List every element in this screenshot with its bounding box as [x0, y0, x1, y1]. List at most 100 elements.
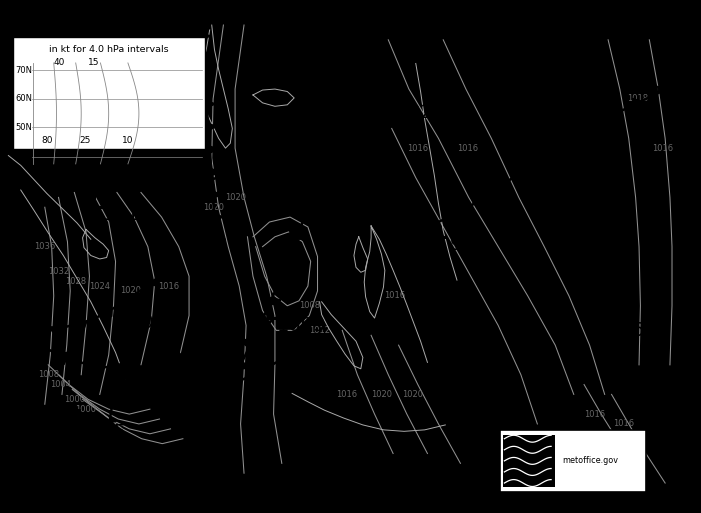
Polygon shape	[290, 231, 308, 239]
Polygon shape	[227, 372, 236, 379]
Text: 995: 995	[90, 423, 128, 442]
Polygon shape	[329, 75, 346, 83]
Polygon shape	[214, 214, 224, 221]
Polygon shape	[308, 165, 326, 172]
Polygon shape	[632, 98, 641, 105]
Polygon shape	[210, 146, 219, 153]
Text: 1028: 1028	[65, 277, 86, 286]
Polygon shape	[253, 367, 265, 377]
Text: 1008: 1008	[38, 370, 59, 379]
Text: 1020: 1020	[203, 203, 224, 212]
Text: 1020: 1020	[371, 390, 392, 399]
Polygon shape	[393, 218, 402, 224]
Polygon shape	[146, 379, 155, 389]
Polygon shape	[472, 198, 480, 204]
Text: 40N: 40N	[15, 152, 32, 161]
Bar	[503, 435, 555, 487]
Polygon shape	[78, 322, 87, 328]
Polygon shape	[224, 304, 233, 311]
Polygon shape	[20, 324, 29, 330]
Polygon shape	[201, 383, 212, 393]
Polygon shape	[181, 162, 189, 168]
Polygon shape	[211, 169, 220, 175]
Polygon shape	[222, 382, 239, 390]
Text: 1024: 1024	[89, 282, 110, 290]
Polygon shape	[151, 180, 161, 191]
Polygon shape	[303, 187, 320, 195]
Polygon shape	[494, 183, 503, 189]
Text: 1027: 1027	[397, 103, 446, 122]
Text: 1004: 1004	[50, 380, 71, 389]
Polygon shape	[345, 31, 362, 40]
Text: 998: 998	[450, 234, 487, 254]
Text: 1016: 1016	[385, 291, 406, 301]
Text: 1018: 1018	[627, 94, 648, 104]
Text: H: H	[117, 299, 137, 323]
Polygon shape	[149, 280, 158, 286]
Polygon shape	[198, 145, 207, 151]
Polygon shape	[212, 191, 222, 198]
Polygon shape	[322, 181, 331, 187]
Polygon shape	[132, 172, 140, 179]
Text: 1016: 1016	[407, 144, 428, 153]
Text: in kt for 4.0 hPa intervals: in kt for 4.0 hPa intervals	[49, 45, 168, 54]
Text: L: L	[432, 220, 448, 244]
Polygon shape	[202, 175, 215, 186]
Polygon shape	[155, 171, 163, 176]
Polygon shape	[243, 339, 261, 347]
Text: 1016: 1016	[584, 409, 605, 419]
Polygon shape	[173, 384, 181, 395]
Text: 1020: 1020	[402, 390, 423, 399]
Text: metoffice.gov: metoffice.gov	[562, 457, 618, 465]
Text: L: L	[88, 190, 104, 214]
Bar	[13, 37, 205, 149]
Text: 40: 40	[53, 58, 65, 67]
Text: 1016: 1016	[596, 321, 645, 340]
Polygon shape	[205, 78, 214, 85]
Polygon shape	[367, 209, 374, 216]
Text: 1012: 1012	[309, 326, 330, 335]
Text: 1025: 1025	[130, 313, 179, 332]
Text: 1036: 1036	[34, 242, 55, 251]
Polygon shape	[206, 101, 215, 108]
Text: L: L	[74, 408, 89, 432]
Polygon shape	[58, 352, 69, 364]
Polygon shape	[560, 138, 569, 145]
Text: 1000: 1000	[64, 395, 85, 404]
Polygon shape	[422, 219, 430, 225]
Polygon shape	[336, 53, 354, 61]
Polygon shape	[273, 275, 290, 283]
Text: 1016: 1016	[336, 390, 358, 399]
Text: H: H	[584, 306, 605, 330]
Text: 1018: 1018	[120, 144, 169, 163]
Polygon shape	[343, 195, 352, 202]
Text: 70N: 70N	[15, 66, 32, 75]
Polygon shape	[201, 33, 210, 40]
Polygon shape	[254, 318, 271, 326]
Polygon shape	[208, 123, 217, 130]
Polygon shape	[104, 459, 111, 464]
Polygon shape	[167, 262, 176, 268]
Polygon shape	[516, 168, 524, 174]
Polygon shape	[203, 55, 212, 63]
Text: 1003: 1003	[276, 316, 326, 335]
Text: 1020: 1020	[225, 193, 246, 202]
Text: 1000: 1000	[76, 405, 97, 413]
Polygon shape	[584, 124, 592, 131]
Text: 1014: 1014	[102, 205, 152, 224]
Polygon shape	[87, 360, 95, 372]
Text: H: H	[383, 88, 404, 112]
Polygon shape	[228, 349, 237, 357]
Text: L: L	[264, 301, 280, 325]
Polygon shape	[173, 350, 186, 361]
Polygon shape	[109, 418, 117, 423]
Polygon shape	[658, 86, 666, 93]
Polygon shape	[263, 297, 280, 305]
Polygon shape	[106, 438, 114, 444]
Polygon shape	[219, 259, 229, 266]
Bar	[501, 430, 646, 492]
Polygon shape	[104, 310, 112, 317]
Text: H: H	[361, 457, 381, 481]
Polygon shape	[116, 363, 127, 374]
Text: 1016: 1016	[613, 420, 634, 428]
